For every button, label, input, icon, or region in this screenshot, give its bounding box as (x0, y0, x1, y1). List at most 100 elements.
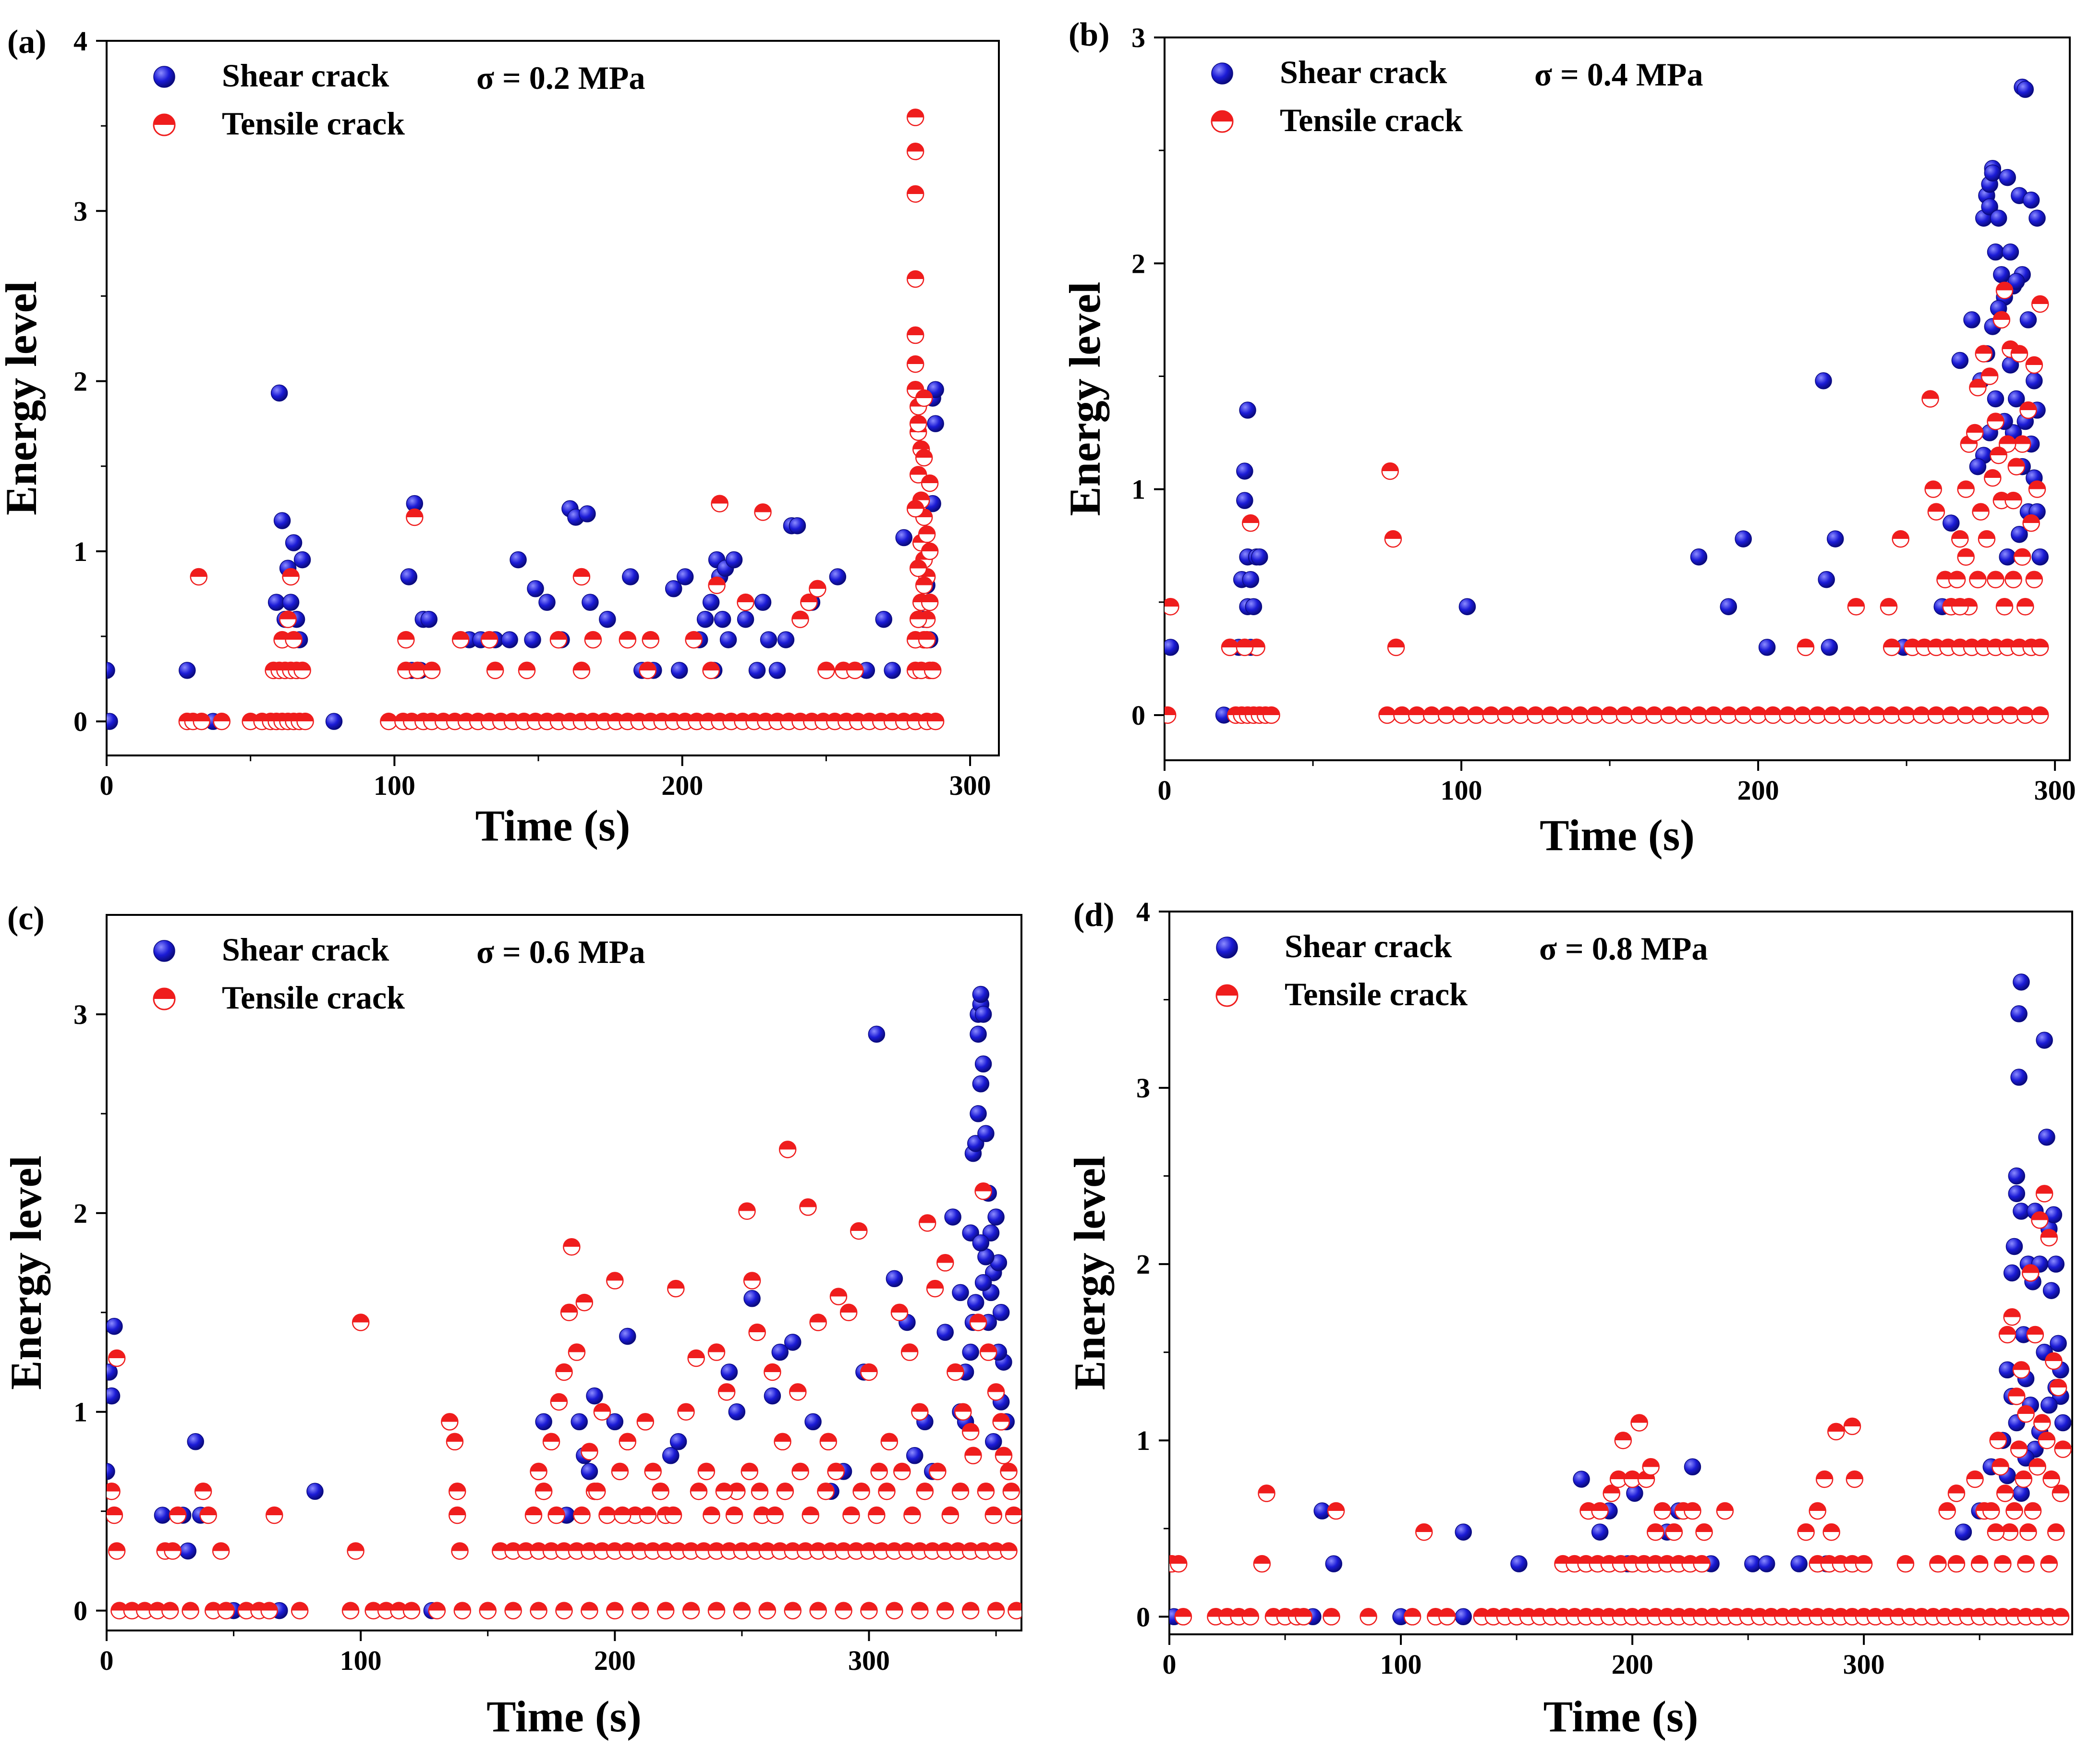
tensile-crack-point (911, 1602, 929, 1619)
tensile-crack-point (1853, 706, 1871, 724)
shear-crack-point (2010, 1069, 2028, 1086)
legend-shear-label: Shear crack (222, 57, 389, 94)
tensile-crack-point (619, 1433, 637, 1451)
shear-crack-point (875, 610, 893, 628)
tensile-crack-point (926, 1279, 944, 1298)
shear-crack-point (270, 384, 288, 402)
shear-crack-point (1999, 548, 2016, 566)
shear-crack-point (2031, 548, 2049, 566)
legend: Shear crack Tensile crack σ = 0.6 MPa (153, 931, 645, 1016)
tensile-crack-point (1467, 706, 1485, 724)
tensile-crack-point (1927, 503, 1945, 521)
tensile-crack-point (911, 1403, 929, 1421)
tensile-crack-point (890, 1303, 909, 1322)
tensile-crack-point (1947, 1484, 1966, 1502)
shear-crack-point (267, 594, 285, 611)
tensile-crack-point (677, 1403, 695, 1421)
legend-shear-label: Shear crack (1285, 928, 1452, 964)
shear-crack-point (606, 1413, 624, 1431)
shear-crack-point (1969, 458, 1987, 475)
tensile-crack-point (2012, 1361, 2030, 1379)
tensile-crack-point (1896, 1555, 1915, 1573)
tensile-crack-point (2031, 1211, 2049, 1229)
tensile-crack-point (1000, 1462, 1018, 1481)
shear-crack-point (985, 1433, 1002, 1450)
plot-frame (106, 40, 1000, 756)
tensile-crack-point (441, 1413, 459, 1431)
shear-crack-point (306, 1483, 324, 1500)
y-tick-label: 2 (1131, 248, 1145, 279)
legend-tensile-label: Tensile crack (1285, 976, 1468, 1012)
tensile-crack-point (1969, 378, 1987, 397)
tensile-crack-point (776, 1483, 794, 1500)
shear-crack-point (619, 1327, 636, 1345)
tensile-crack-point (534, 1483, 553, 1500)
tensile-crack-point (918, 525, 936, 543)
tensile-crack-point (2004, 571, 2022, 588)
tensile-crack-point (921, 542, 939, 560)
x-tick-label: 300 (949, 770, 991, 801)
shear-crack-point (579, 505, 596, 523)
tensile-crack-point (2031, 706, 2049, 724)
tensile-crack-point (212, 1542, 230, 1560)
tensile-crack-point (900, 1343, 919, 1361)
tensile-crack-point (2031, 638, 2049, 657)
tensile-crack-point (1556, 706, 1574, 724)
tensile-crack-point (639, 1506, 657, 1524)
tensile-crack-point (1323, 1608, 1340, 1626)
tensile-crack-point (1601, 706, 1619, 724)
tensile-crack-point (738, 1202, 756, 1220)
tensile-crack-point (682, 1602, 700, 1619)
tensile-crack-point (817, 1483, 835, 1500)
tensile-crack-point (2045, 1352, 2063, 1370)
shear-crack-point (927, 415, 944, 432)
tensile-crack-point (1838, 706, 1856, 724)
stress-annotation: σ = 0.2 MPa (476, 60, 645, 96)
tensile-crack-point (524, 1506, 543, 1524)
tensile-crack-point (347, 1542, 364, 1560)
tensile-crack-point (725, 1506, 743, 1524)
shear-crack-point (1573, 1471, 1590, 1488)
y-tick-label: 0 (1136, 1601, 1150, 1632)
panel-label: (d) (1073, 897, 1115, 934)
shear-crack-point (2040, 1397, 2058, 1414)
shear-crack-point (676, 568, 694, 585)
tensile-crack-point (291, 1602, 309, 1619)
tensile-crack-point (2017, 1405, 2035, 1423)
tensile-crack-point (829, 1288, 848, 1305)
tensile-crack-point (2010, 345, 2028, 363)
tensile-crack-point (860, 1602, 878, 1619)
tensile-crack-point (1645, 706, 1664, 724)
shear-crack-point (974, 1055, 992, 1073)
legend-tensile-marker (1215, 984, 1239, 1007)
shear-crack-point (581, 1463, 598, 1480)
stress-annotation: σ = 0.4 MPa (1534, 56, 1703, 93)
tensile-crack-point (1393, 706, 1411, 724)
x-tick-label: 0 (100, 1645, 114, 1676)
tensile-crack-point (1987, 706, 2004, 724)
tensile-crack-point (954, 1403, 972, 1421)
shear-crack-point (1987, 243, 2004, 261)
tensile-crack-point (707, 1343, 726, 1361)
tensile-crack-point (809, 1314, 827, 1331)
shear-crack-point (944, 1208, 961, 1226)
tensile-crack-point (573, 1506, 591, 1524)
tensile-crack-point (916, 1483, 934, 1500)
tensile-crack-point (549, 631, 568, 649)
tensile-crack-point (2040, 1229, 2058, 1247)
tensile-crack-point (397, 631, 415, 649)
tensile-crack-point (1008, 1602, 1021, 1619)
tensile-crack-point (1005, 1506, 1021, 1524)
y-tick-label: 1 (73, 536, 87, 567)
tensile-crack-point (964, 1447, 982, 1465)
tensile-crack-point (1241, 514, 1260, 532)
tensile-crack-point (754, 503, 772, 521)
tensile-crack-point (918, 631, 936, 649)
x-axis-title: Time (s) (486, 1692, 642, 1741)
tensile-crack-point (2025, 571, 2043, 588)
shear-crack-point (1455, 1608, 1472, 1626)
y-tick-label: 3 (1131, 22, 1145, 53)
tensile-crack-point (446, 1433, 464, 1451)
y-tick-label: 0 (1131, 700, 1145, 731)
